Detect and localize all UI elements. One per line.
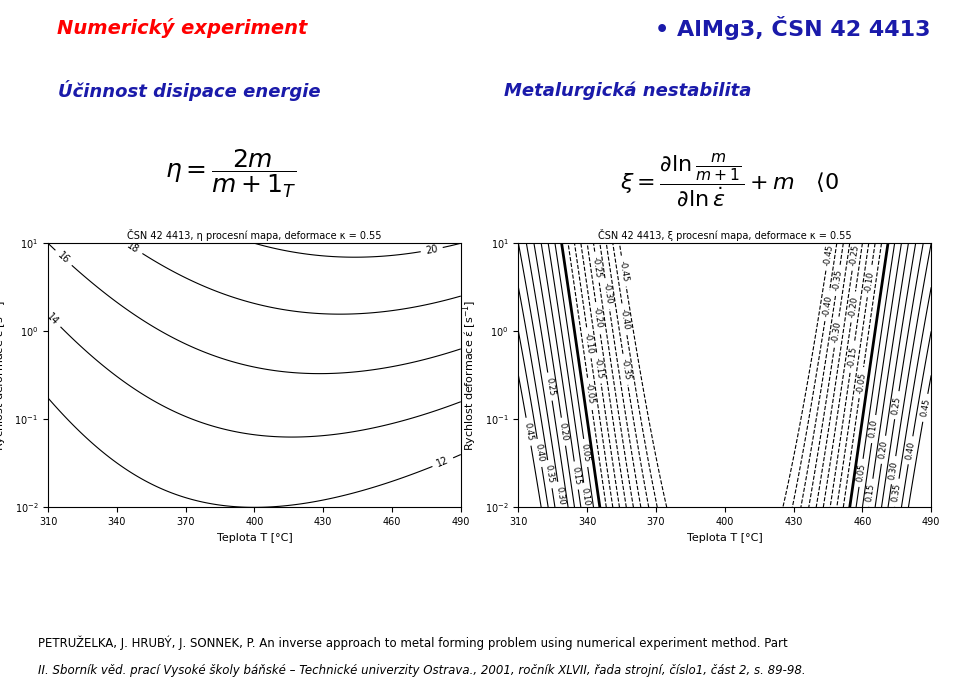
Text: -0.40: -0.40 bbox=[821, 295, 833, 317]
Text: Metalurgická nestabilita: Metalurgická nestabilita bbox=[504, 81, 752, 99]
Text: 0.30: 0.30 bbox=[554, 486, 565, 506]
Text: 14: 14 bbox=[45, 311, 60, 327]
Text: -0.30: -0.30 bbox=[830, 321, 843, 343]
Text: -0.25: -0.25 bbox=[849, 244, 860, 266]
Text: 0.40: 0.40 bbox=[904, 441, 917, 460]
Text: -0.25: -0.25 bbox=[591, 256, 603, 279]
X-axis label: Teplota T [°C]: Teplota T [°C] bbox=[687, 532, 762, 543]
Title: ČSN 42 4413, η procesní mapa, deformace κ = 0.55: ČSN 42 4413, η procesní mapa, deformace … bbox=[127, 229, 382, 241]
Text: II. Sborník věd. prací Vysoké školy báňské – Technické univerzity Ostrava., 2001: II. Sborník věd. prací Vysoké školy báňs… bbox=[37, 664, 805, 677]
Text: -0.20: -0.20 bbox=[848, 296, 859, 318]
Text: 16: 16 bbox=[56, 250, 71, 265]
Y-axis label: Rychlost deformace έ [s$^{-1}$]: Rychlost deformace έ [s$^{-1}$] bbox=[0, 300, 9, 451]
Text: 0.35: 0.35 bbox=[544, 464, 556, 484]
Text: 0.20: 0.20 bbox=[558, 422, 569, 441]
Text: 18: 18 bbox=[125, 240, 141, 255]
Text: -0.10: -0.10 bbox=[583, 332, 595, 354]
Text: 0.35: 0.35 bbox=[891, 483, 902, 502]
Text: 0.45: 0.45 bbox=[920, 398, 931, 418]
Y-axis label: Rychlost deformace έ [s$^{-1}$]: Rychlost deformace έ [s$^{-1}$] bbox=[461, 300, 479, 451]
Text: Účinnost disipace energie: Účinnost disipace energie bbox=[58, 80, 321, 101]
Text: -0.20: -0.20 bbox=[592, 306, 604, 329]
Text: 0.30: 0.30 bbox=[888, 460, 900, 480]
Text: 12: 12 bbox=[435, 455, 450, 469]
X-axis label: Teplota T [°C]: Teplota T [°C] bbox=[217, 532, 292, 543]
Text: 0.25: 0.25 bbox=[544, 377, 556, 396]
Text: 0.15: 0.15 bbox=[570, 466, 582, 485]
Text: • AlMg3, ČSN 42 4413: • AlMg3, ČSN 42 4413 bbox=[655, 16, 930, 40]
Text: 0.25: 0.25 bbox=[891, 395, 902, 415]
Text: PETRUŽELKA, J. HRUBÝ, J. SONNEK, P. An inverse approach to metal forming problem: PETRUŽELKA, J. HRUBÝ, J. SONNEK, P. An i… bbox=[37, 636, 787, 650]
Title: ČSN 42 4413, ξ procesní mapa, deformace κ = 0.55: ČSN 42 4413, ξ procesní mapa, deformace … bbox=[598, 229, 852, 241]
Text: -0.10: -0.10 bbox=[864, 270, 876, 293]
Text: $\xi = \dfrac{\partial \ln \frac{m}{m+1}}{\partial \ln \dot{\varepsilon}} + m \q: $\xi = \dfrac{\partial \ln \frac{m}{m+1}… bbox=[620, 152, 839, 209]
Text: 0.05: 0.05 bbox=[580, 443, 591, 463]
Text: 0.20: 0.20 bbox=[877, 440, 889, 459]
Text: 20: 20 bbox=[424, 244, 439, 256]
Text: -0.35: -0.35 bbox=[619, 358, 632, 381]
Text: -0.05: -0.05 bbox=[584, 382, 596, 404]
Text: $\eta = \dfrac{2m}{m+1_T}$: $\eta = \dfrac{2m}{m+1_T}$ bbox=[164, 148, 297, 199]
Text: -0.15: -0.15 bbox=[593, 357, 605, 379]
Text: -0.40: -0.40 bbox=[618, 308, 631, 330]
Text: 0.15: 0.15 bbox=[865, 483, 876, 502]
Text: -0.35: -0.35 bbox=[831, 269, 844, 292]
Text: -0.05: -0.05 bbox=[855, 371, 867, 394]
Text: 0.40: 0.40 bbox=[534, 443, 545, 463]
Text: Numerický experiment: Numerický experiment bbox=[58, 18, 307, 38]
Text: -0.30: -0.30 bbox=[601, 282, 613, 305]
Text: 0.05: 0.05 bbox=[855, 463, 867, 482]
Text: 0.10: 0.10 bbox=[580, 487, 591, 507]
Text: -0.15: -0.15 bbox=[847, 346, 858, 368]
Text: -0.45: -0.45 bbox=[617, 260, 630, 282]
Text: 0.45: 0.45 bbox=[522, 422, 535, 441]
Text: 0.10: 0.10 bbox=[868, 419, 879, 439]
Text: -0.45: -0.45 bbox=[822, 244, 834, 266]
